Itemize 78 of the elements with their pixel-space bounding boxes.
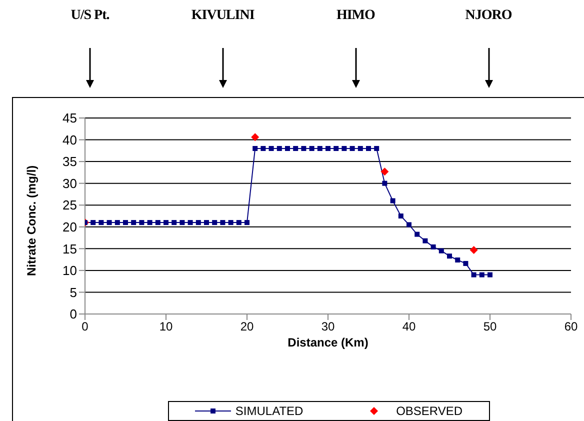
point [204, 220, 209, 226]
point [463, 260, 468, 266]
point [309, 146, 314, 151]
point [155, 220, 160, 226]
y-tick-label: 25 [62, 198, 77, 213]
y-tick-label: 0 [70, 306, 77, 322]
point [342, 146, 347, 151]
point [106, 220, 112, 226]
point [301, 146, 306, 151]
x-axis-title: Distance (Km) [288, 336, 368, 350]
y-tick-label: 40 [62, 132, 77, 148]
point [220, 220, 226, 226]
text: HIMO [335, 8, 376, 24]
point [251, 133, 260, 142]
text: KIVULINI [190, 8, 256, 24]
y-tick-label: 15 [62, 241, 77, 256]
y-tick-label: 35 [62, 154, 77, 170]
point [285, 146, 290, 151]
point [374, 146, 380, 151]
point [276, 146, 282, 151]
legend-label: OBSERVED [395, 404, 463, 418]
point [390, 198, 396, 204]
point [488, 272, 492, 278]
point [455, 257, 460, 262]
y-tick-label: 10 [62, 263, 77, 278]
point [131, 220, 136, 226]
point [90, 220, 96, 226]
point [366, 146, 371, 151]
point [236, 220, 242, 226]
point [123, 220, 128, 226]
point [479, 272, 484, 278]
point [447, 254, 452, 259]
point [334, 146, 339, 151]
point [382, 180, 388, 186]
point [414, 232, 420, 237]
point [196, 220, 201, 226]
text: U/S Pt. [70, 8, 110, 24]
point [212, 220, 218, 226]
x-tick-label: 30 [321, 320, 335, 334]
point [398, 214, 404, 218]
point [422, 238, 428, 244]
point [139, 220, 144, 226]
point [172, 220, 177, 226]
y-tick-label: 5 [70, 284, 77, 300]
point [350, 146, 355, 151]
x-tick-label: 20 [240, 320, 254, 334]
x-tick-label: 0 [82, 320, 89, 334]
point [180, 220, 185, 226]
point [470, 246, 478, 254]
legend-label: SIMULATED [234, 404, 304, 418]
x-tick-label: 10 [159, 320, 173, 334]
point [471, 272, 476, 278]
point [98, 220, 104, 226]
point [228, 220, 234, 226]
point [147, 220, 152, 226]
point [326, 146, 330, 151]
y-tick-label: 20 [62, 220, 77, 235]
point [260, 146, 266, 151]
x-tick-label: 60 [564, 320, 578, 334]
point [406, 222, 412, 228]
point [114, 220, 120, 226]
point [252, 146, 258, 151]
point [268, 146, 274, 151]
point [244, 220, 250, 226]
point [438, 248, 444, 254]
point [293, 146, 298, 151]
y-axis-title: Nitrate Conc. (mg/l) [24, 165, 38, 276]
x-tick-label: 50 [483, 320, 497, 334]
point [188, 220, 193, 226]
y-tick-label: 30 [62, 176, 77, 191]
x-tick-label: 40 [402, 320, 416, 334]
point [358, 146, 363, 151]
point [430, 244, 436, 250]
y-tick-label: 45 [62, 110, 77, 126]
point [380, 168, 389, 176]
text: NJORO [464, 8, 513, 24]
point [164, 220, 168, 226]
point [317, 146, 322, 151]
